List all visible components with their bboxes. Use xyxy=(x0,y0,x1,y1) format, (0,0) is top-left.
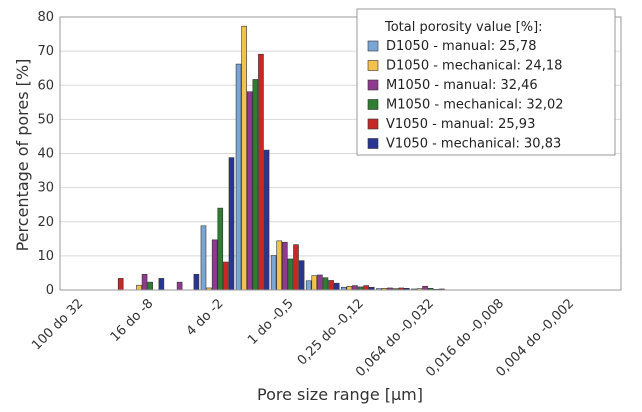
bar-2-6 xyxy=(282,241,288,291)
legend-label-4: V1050 - manual: 25,93 xyxy=(386,117,535,132)
bar-3-5 xyxy=(252,79,259,291)
bar-0-4 xyxy=(200,225,207,291)
bar-3-4 xyxy=(217,207,224,291)
y-tick-label-3: 30 xyxy=(37,181,54,196)
x-axis-ticks: 100 do 32 16 do -8 4 do -2 1 do -0,50,25 do… xyxy=(29,296,577,380)
legend-swatch-4 xyxy=(367,118,379,130)
y-tick-label-7: 70 xyxy=(37,44,54,59)
bar-2-5 xyxy=(246,91,253,291)
legend-label-3: M1050 - mechanical: 32,02 xyxy=(386,98,564,113)
bar-1-8 xyxy=(346,285,353,291)
bar-1-7 xyxy=(311,275,318,291)
bar-4-6 xyxy=(293,244,299,291)
x-tick-label-4: 0,25 do -0,12 xyxy=(295,296,367,368)
y-tick-label-4: 40 xyxy=(37,147,54,162)
legend-label-1: D1050 - mechanical: 24,18 xyxy=(386,59,562,74)
y-axis-title: Percentage of pores [%] xyxy=(13,59,32,252)
x-tick-label-7: 0,004 do -0,002 xyxy=(493,296,577,380)
y-tick-label-8: 80 xyxy=(37,10,54,25)
legend-title: Total porosity value [%]: xyxy=(384,20,543,35)
bar-2-2 xyxy=(141,274,148,291)
bar-2-8 xyxy=(352,285,358,291)
bar-2-3 xyxy=(176,281,183,291)
x-axis-title: Pore size range [µm] xyxy=(257,385,423,404)
legend-label-2: M1050 - manual: 32,46 xyxy=(386,78,538,93)
y-axis-ticks: 0 10 20 30 40 50 60 70 80 xyxy=(37,10,54,298)
bar-0-6 xyxy=(270,255,277,291)
legend-swatch-2 xyxy=(367,79,379,91)
x-tick-label-1: 16 do -8 xyxy=(108,296,157,345)
bar-1-2 xyxy=(136,284,142,291)
y-tick-label-0: 0 xyxy=(46,283,54,298)
bar-4-5 xyxy=(258,53,264,291)
legend-swatch-3 xyxy=(367,99,379,110)
bar-4-8 xyxy=(363,285,369,291)
x-tick-label-2: 4 do -2 xyxy=(184,296,227,339)
x-tick-label-3: 1 do -0,5 xyxy=(245,296,297,348)
bar-5-4 xyxy=(228,157,235,291)
legend-swatch-1 xyxy=(367,60,379,71)
bar-4-7 xyxy=(328,280,334,291)
bar-1-5 xyxy=(241,25,247,291)
bar-3-7 xyxy=(322,277,329,291)
bars xyxy=(117,25,445,291)
legend-label-0: D1050 - manual: 25,78 xyxy=(386,39,536,54)
bar-5-5 xyxy=(263,149,270,291)
legend: Total porosity value [%]: D1050 - manual… xyxy=(356,8,616,156)
legend-box xyxy=(356,8,616,156)
bar-1-6 xyxy=(276,240,283,291)
bar-5-2 xyxy=(158,278,165,291)
bar-3-6 xyxy=(287,258,294,291)
bar-0-5 xyxy=(235,63,242,291)
bar-3-2 xyxy=(147,281,153,291)
legend-swatch-0 xyxy=(367,40,379,52)
bar-4-1 xyxy=(117,278,124,291)
bar-2-7 xyxy=(317,274,323,291)
y-tick-label-6: 60 xyxy=(37,78,54,93)
bar-5-7 xyxy=(333,282,340,291)
bar-2-10 xyxy=(422,285,428,291)
x-tick-label-0: 100 do 32 xyxy=(29,296,86,353)
y-tick-label-5: 50 xyxy=(37,112,54,127)
bar-5-6 xyxy=(298,260,305,291)
y-tick-label-1: 10 xyxy=(37,249,54,264)
y-tick-label-2: 20 xyxy=(37,215,54,230)
bar-5-3 xyxy=(193,274,200,291)
legend-label-5: V1050 - mechanical: 30,83 xyxy=(386,137,561,152)
bar-4-4 xyxy=(223,261,229,291)
legend-swatch-5 xyxy=(367,138,379,149)
plot-border xyxy=(59,16,622,291)
bar-2-4 xyxy=(211,239,218,291)
bar-0-7 xyxy=(305,280,312,291)
